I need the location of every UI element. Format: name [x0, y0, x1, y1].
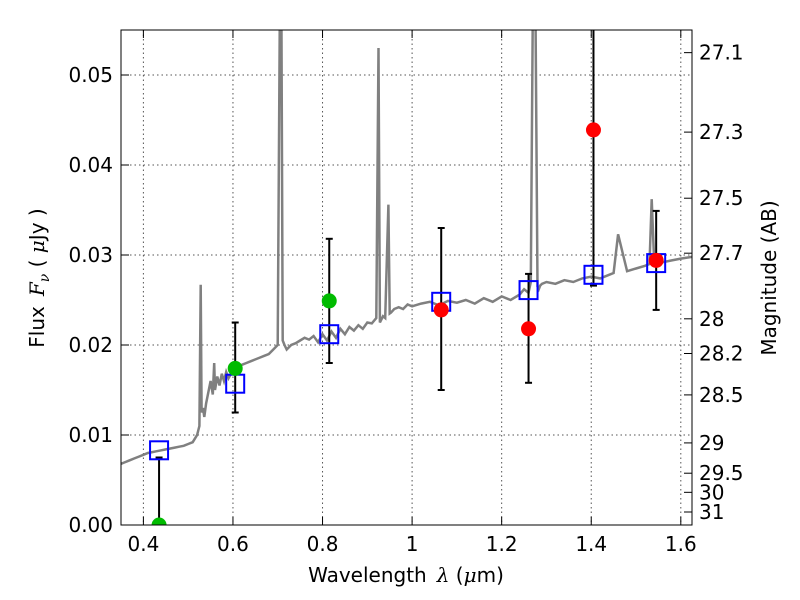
hst-point — [151, 517, 167, 525]
plot-area — [121, 30, 692, 525]
ir-point — [433, 302, 449, 318]
y-tick-label: 0.03 — [68, 243, 113, 267]
hst-point — [227, 360, 243, 376]
hst-markers — [151, 293, 337, 525]
y2-tick-label: 28.5 — [699, 383, 744, 407]
x-tick-label: 1 — [406, 532, 419, 556]
y2-tick-label: 27.5 — [699, 186, 744, 210]
x-tick-label: 1.4 — [575, 532, 607, 556]
y-tick-label: 0.02 — [68, 333, 113, 357]
x-tick-label: 1.6 — [665, 532, 697, 556]
x-tick-label: 0.8 — [307, 532, 339, 556]
model-point — [319, 324, 340, 345]
y2-tick-label: 30 — [699, 480, 724, 504]
x-tick-label: 0.6 — [217, 532, 249, 556]
y-axis-label: FluxFν ( μJy ) — [25, 208, 53, 347]
model-markers — [149, 253, 667, 461]
y2-tick-label: 27.7 — [699, 241, 744, 265]
y-tick-label: 0.01 — [68, 423, 113, 447]
y2-tick-label: 28 — [699, 307, 724, 331]
spectrum-line — [121, 30, 692, 465]
y2-axis-label: Magnitude (AB) — [757, 200, 781, 355]
ir-point — [521, 321, 537, 337]
error-bars — [155, 30, 660, 525]
model-point — [518, 280, 539, 301]
y-tick-labels: 0.00 0.01 0.02 0.03 0.04 0.05 — [68, 63, 113, 537]
y2-tick-label: 31 — [699, 500, 724, 524]
model-point — [149, 440, 170, 461]
y2-tick-label: 29.5 — [699, 461, 744, 485]
ir-markers — [433, 122, 664, 337]
x-tick-label: 1.2 — [486, 532, 518, 556]
ir-point — [585, 122, 601, 138]
y2-tick-label: 29 — [699, 431, 724, 455]
x-tick-label: 0.4 — [127, 532, 159, 556]
y2-tick-label: 28.2 — [699, 341, 744, 365]
y-tick-label: 0.04 — [68, 153, 113, 177]
y2-tick-label: 27.3 — [699, 120, 744, 144]
ir-point — [648, 252, 664, 268]
grid-lines — [121, 30, 692, 526]
x-tick-labels: 0.4 0.6 0.8 1 1.2 1.4 1.6 — [127, 532, 696, 556]
plot-frame — [120, 29, 693, 526]
x-axis-label: Wavelength λ (μm) — [308, 563, 504, 587]
model-point — [583, 264, 604, 285]
y-tick-label: 0.05 — [68, 63, 113, 87]
y-tick-label: 0.00 — [68, 513, 113, 537]
hst-point — [321, 293, 337, 309]
axis-ticks — [121, 30, 692, 526]
y2-tick-label: 27.1 — [699, 41, 744, 65]
